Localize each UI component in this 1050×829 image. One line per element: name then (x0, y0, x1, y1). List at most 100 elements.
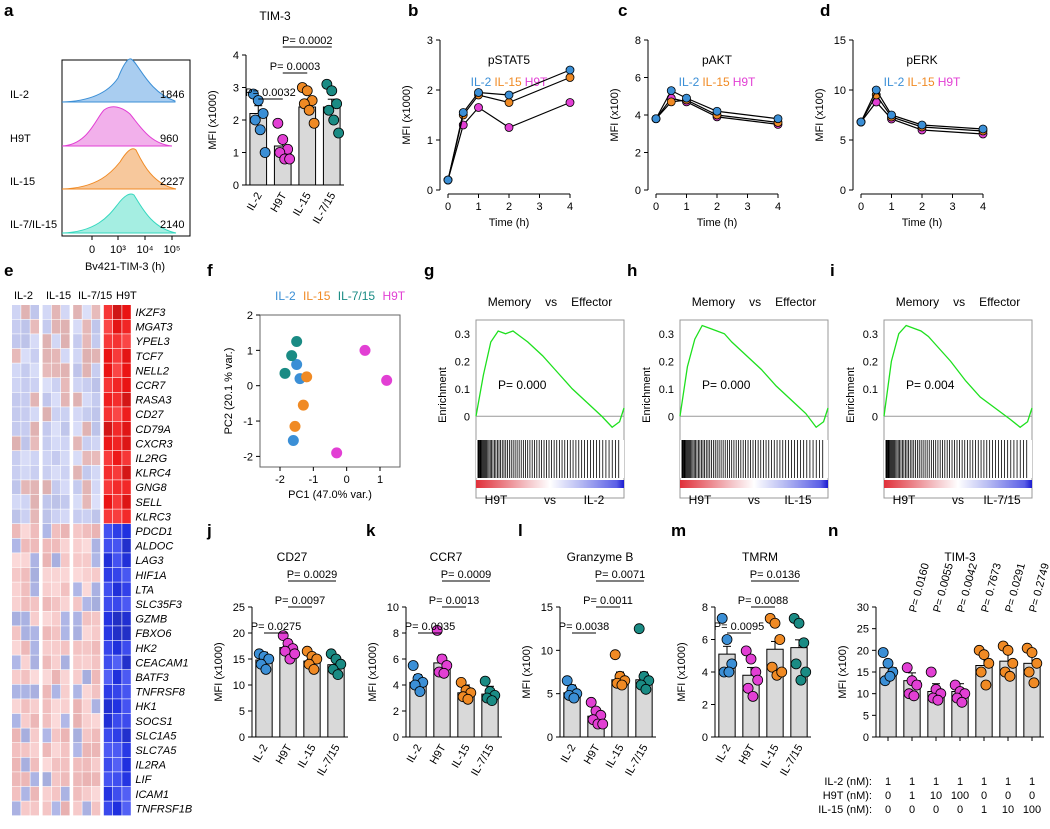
gene-label: CD27 (135, 409, 164, 421)
heatmap-cell (42, 524, 52, 538)
x-tick-label: 4 (567, 201, 573, 213)
heatmap-cell (42, 407, 52, 422)
heatmap-cell (12, 465, 21, 480)
chart-title: pERK (906, 53, 937, 67)
heatmap-cell (73, 728, 82, 743)
heatmap-cell (12, 421, 21, 436)
flow-mfi: 2227 (160, 176, 184, 188)
heatmap-cell (12, 524, 21, 538)
heatmap-cell (122, 597, 131, 611)
x-axis-label: PC1 (47.0% var.) (288, 489, 372, 501)
heatmap-cell (82, 538, 91, 553)
legend-entry: H9T (733, 75, 756, 89)
heatmap-cell (61, 436, 70, 451)
heatmap-cell (91, 451, 101, 465)
data-point (272, 117, 284, 129)
heatmap-cell (61, 597, 70, 611)
heatmap-cell (122, 626, 131, 641)
dose-value: 1 (909, 790, 915, 802)
p-value-label: P= 0.0003 (270, 61, 320, 73)
heatmap-cell (61, 626, 70, 641)
heatmap-cell (51, 363, 61, 378)
heatmap-cell (61, 392, 70, 407)
heatmap-cell (51, 713, 61, 728)
y-axis-label: MFI (x100) (609, 88, 621, 141)
dose-value: 1 (957, 776, 963, 788)
heatmap-cell (21, 509, 30, 524)
y-tick-label: 3 (427, 35, 433, 47)
heatmap-cell (91, 582, 101, 597)
heatmap-cell (51, 801, 61, 816)
heatmap-cell (42, 538, 52, 553)
x-tick-label: H9T (582, 742, 603, 766)
heatmap-cell (122, 319, 131, 334)
data-point (776, 666, 788, 678)
heatmap-group-label: IL-2 (14, 290, 33, 302)
heatmap-cell (103, 509, 113, 524)
data-point (252, 95, 264, 106)
gene-label: LIF (135, 774, 152, 786)
y-tick-label: 8 (393, 628, 399, 640)
data-point (800, 666, 812, 678)
p-value-label: P= 0.0029 (287, 569, 337, 581)
y-tick-label: 2 (393, 706, 399, 718)
heatmap-cell (113, 319, 122, 334)
y-tick-label: 0.2 (455, 356, 470, 368)
y-axis-label: PC2 (20.1 % var.) (223, 348, 235, 435)
heatmap-cell (30, 772, 39, 787)
x-tick-label: IL-2 (559, 743, 579, 765)
heatmap-cell (21, 363, 30, 378)
heatmap-cell (113, 465, 122, 480)
data-point (257, 108, 269, 119)
gsea-group-label: vs (748, 493, 760, 507)
heatmap-cell (122, 640, 131, 655)
y-tick-label: 5 (547, 689, 553, 701)
data-point (1031, 657, 1043, 669)
data-point (716, 612, 728, 624)
flow-label: H9T (10, 133, 31, 145)
heatmap-cell (21, 728, 30, 743)
data-point (712, 106, 722, 116)
chart-l: Granzyme B 0 5 10 15 MFI (x100) IL-2 H9T IL-15IL… (521, 550, 656, 778)
heatmap-cell (21, 319, 30, 334)
y-tick-label: 8 (702, 602, 708, 614)
heatmap-cell (73, 801, 82, 816)
y-tick-label: 0 (247, 381, 253, 393)
heatmap-cell (122, 524, 131, 538)
data-point (1007, 657, 1019, 669)
gsea-title-part: vs (545, 295, 557, 309)
heatmap-cell (82, 378, 91, 392)
data-point (414, 686, 426, 697)
heatmap-cell (51, 786, 61, 801)
heatmap-cell (113, 713, 122, 728)
data-point (769, 617, 781, 629)
x-tick-label: 1 (888, 201, 894, 213)
heatmap-cell (30, 713, 39, 728)
heatmap-cell (21, 553, 30, 568)
dose-value: 0 (885, 790, 891, 802)
x-tick-label: 4 (980, 201, 986, 213)
heatmap-cell (103, 597, 113, 611)
heatmap-cell (113, 699, 122, 714)
heatmap-cell (73, 305, 82, 319)
flow-row-il15: IL-15 2227 (10, 148, 184, 190)
heatmap-cell (21, 626, 30, 641)
heatmap-cell (30, 451, 39, 465)
flow-mfi: 2140 (160, 219, 184, 231)
p-value-label: P= 0.0095 (714, 621, 764, 633)
heatmap-cell (12, 392, 21, 407)
heatmap-group-label: IL-7/15 (78, 290, 112, 302)
heatmap-cell (42, 305, 52, 319)
data-point (504, 123, 514, 132)
data-point (723, 666, 735, 678)
heatmap-cell (12, 713, 21, 728)
heatmap-cell (21, 655, 30, 670)
data-point (980, 679, 992, 691)
dose-value: 0 (981, 790, 987, 802)
heatmap-cell (61, 728, 70, 743)
flow-xlabel: Bv421-TIM-3 (h) (85, 261, 165, 273)
data-point (793, 617, 805, 629)
heatmap-cell (122, 743, 131, 757)
heatmap-cell (21, 699, 30, 714)
y-tick-label: 0 (233, 180, 239, 192)
